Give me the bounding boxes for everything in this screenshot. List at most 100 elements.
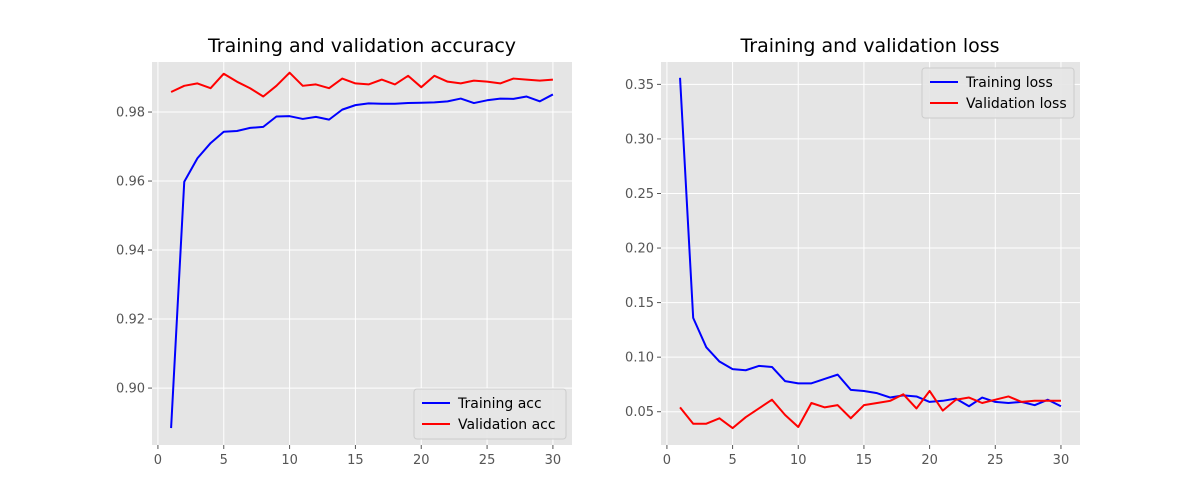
validation-acc-point xyxy=(170,91,172,93)
training-loss-point xyxy=(1060,405,1062,407)
training-acc-point xyxy=(170,427,172,429)
training-loss-point xyxy=(1033,404,1035,406)
training-acc-point xyxy=(223,130,225,132)
training-acc-point xyxy=(525,95,527,97)
accuracy-y-tick-label: 0.92 xyxy=(116,313,145,328)
training-loss-legend-label: Training loss xyxy=(965,75,1053,91)
accuracy-x-tick-label: 10 xyxy=(281,453,298,468)
validation-acc-point xyxy=(552,78,554,80)
validation-loss-point xyxy=(692,423,694,425)
validation-loss-point xyxy=(705,423,707,425)
training-loss-point xyxy=(745,369,747,371)
loss-x-tick-label: 5 xyxy=(728,453,736,468)
validation-acc-point xyxy=(499,82,501,84)
training-acc-point xyxy=(183,181,185,183)
validation-acc-point xyxy=(315,83,317,85)
validation-acc-point xyxy=(209,87,211,89)
loss-legend-box xyxy=(921,67,1075,119)
accuracy-y-tick-label: 0.94 xyxy=(116,244,145,259)
validation-loss-point xyxy=(784,414,786,416)
training-acc-point xyxy=(341,108,343,110)
loss-x-tick-label: 20 xyxy=(921,453,938,468)
loss-y-tick-label: 0.25 xyxy=(625,187,654,202)
validation-acc-point xyxy=(446,80,448,82)
training-loss-point xyxy=(889,396,891,398)
training-loss-point xyxy=(981,396,983,398)
training-loss-point xyxy=(863,390,865,392)
training-loss-point xyxy=(876,392,878,394)
training-acc-point xyxy=(275,115,277,117)
validation-loss-point xyxy=(797,426,799,428)
validation-acc-point xyxy=(328,87,330,89)
validation-loss-point xyxy=(928,390,930,392)
validation-acc-point xyxy=(302,85,304,87)
validation-loss-point xyxy=(955,399,957,401)
accuracy-legend: Training acc Validation acc xyxy=(413,388,567,440)
validation-loss-point xyxy=(994,399,996,401)
training-acc-point xyxy=(473,102,475,104)
validation-acc-line xyxy=(170,71,553,98)
accuracy-y-tick-label: 0.90 xyxy=(116,382,145,397)
validation-acc-point xyxy=(433,75,435,77)
training-loss-point xyxy=(968,405,970,407)
validation-loss-point xyxy=(745,416,747,418)
training-loss-point xyxy=(692,317,694,319)
training-loss-point xyxy=(915,395,917,397)
training-acc-point xyxy=(394,103,396,105)
loss-x-tick-label: 10 xyxy=(790,453,807,468)
accuracy-x-tick-label: 5 xyxy=(220,453,228,468)
accuracy-x-tick-label: 30 xyxy=(545,453,562,468)
loss-y-tick-label: 0.15 xyxy=(625,296,654,311)
training-loss-point xyxy=(718,360,720,362)
training-loss-point xyxy=(784,380,786,382)
loss-x-tick-label: 0 xyxy=(663,453,671,468)
validation-acc-point xyxy=(262,95,264,97)
validation-acc-point xyxy=(196,82,198,84)
training-acc-point xyxy=(539,100,541,102)
validation-loss-point xyxy=(810,402,812,404)
validation-acc-point xyxy=(275,85,277,87)
loss-y-tick-label: 0.20 xyxy=(625,242,654,257)
validation-acc-point xyxy=(394,83,396,85)
accuracy-chart-title: Training and validation accuracy xyxy=(207,35,516,57)
validation-acc-point xyxy=(288,71,290,73)
accuracy-plot-area xyxy=(152,62,572,445)
validation-acc-point xyxy=(407,75,409,77)
validation-acc-point xyxy=(341,77,343,79)
accuracy-legend-box xyxy=(413,388,567,440)
validation-acc-point xyxy=(525,78,527,80)
validation-loss-point xyxy=(1047,400,1049,402)
training-acc-point xyxy=(460,97,462,99)
validation-acc-point xyxy=(539,79,541,81)
loss-chart: Training and validation loss 0 5 10 15 20 25 3… xyxy=(625,35,1080,468)
validation-loss-point xyxy=(1020,401,1022,403)
validation-loss-point xyxy=(771,399,773,401)
training-acc-point xyxy=(328,118,330,120)
validation-acc-legend-label: Validation acc xyxy=(458,417,556,433)
validation-acc-point xyxy=(183,85,185,87)
training-acc-point xyxy=(367,102,369,104)
validation-acc-point xyxy=(381,78,383,80)
validation-loss-point xyxy=(876,402,878,404)
training-acc-point xyxy=(302,118,304,120)
loss-y-tick-label: 0.10 xyxy=(625,351,654,366)
loss-chart-title: Training and validation loss xyxy=(739,35,999,57)
training-acc-point xyxy=(381,103,383,105)
validation-acc-point xyxy=(223,73,225,75)
training-acc-point xyxy=(196,157,198,159)
validation-acc-point xyxy=(460,82,462,84)
validation-loss-point xyxy=(718,417,720,419)
validation-loss-point xyxy=(942,409,944,411)
training-acc-point xyxy=(512,98,514,100)
training-loss-point xyxy=(928,401,930,403)
validation-acc-point xyxy=(512,77,514,79)
training-acc-point xyxy=(262,126,264,128)
validation-loss-point xyxy=(889,400,891,402)
training-loss-point xyxy=(942,400,944,402)
validation-loss-point xyxy=(981,402,983,404)
training-acc-point xyxy=(446,100,448,102)
validation-loss-line xyxy=(679,389,1061,430)
loss-x-tick-label: 30 xyxy=(1053,453,1070,468)
validation-acc-point xyxy=(473,79,475,81)
